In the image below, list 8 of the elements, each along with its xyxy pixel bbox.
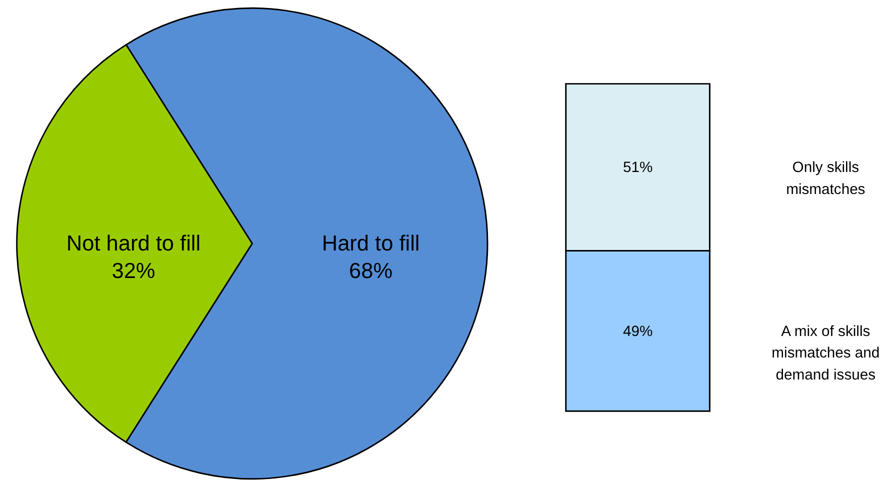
slice-label: Hard to fill bbox=[322, 230, 420, 256]
slice-label: Not hard to fill bbox=[66, 230, 201, 256]
data-label: 32% bbox=[112, 258, 156, 284]
text: A mix of skills mismatches and demand issues bbox=[772, 324, 880, 384]
data-label: 51% bbox=[622, 160, 653, 176]
text: Only skills mismatches bbox=[786, 160, 866, 198]
data-label: 49% bbox=[622, 324, 653, 340]
data-label: 68% bbox=[349, 258, 393, 284]
